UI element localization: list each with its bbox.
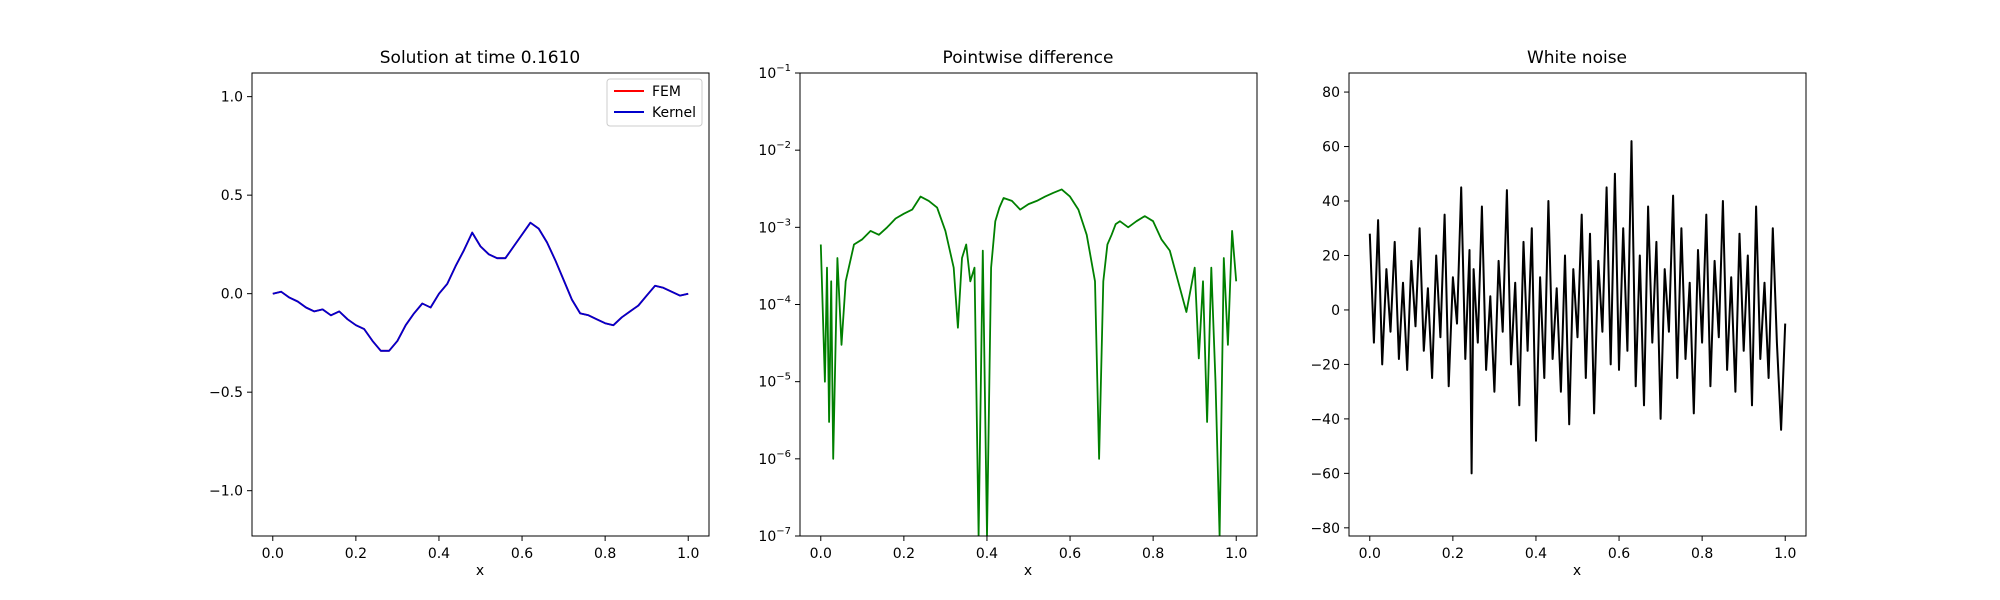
noise-xtick-label: 1.0 [1774,546,1796,562]
difference-ytick-label: 10−3 [758,217,791,236]
noise-xtick-label: 0.0 [1359,546,1381,562]
noise-ytick-label: −60 [1310,466,1340,482]
difference-xtick-label: 0.0 [810,546,832,562]
difference-ytick-base: 10 [758,529,776,545]
noise-xlabel: x [1573,563,1581,579]
difference-ytick-base: 10 [758,143,776,159]
noise-xtick-label: 0.4 [1525,546,1547,562]
difference-ytick-label: 10−4 [758,295,791,314]
solution-xtick-label: 0.8 [594,546,616,562]
solution-ytick-label: 0.0 [221,287,243,303]
noise-xtick-label: 0.8 [1691,546,1713,562]
solution-ytick-label: −0.5 [209,385,243,401]
difference-ytick-exponent: −4 [776,295,791,306]
noise-plot-area [1368,140,1787,475]
difference-ytick-base: 10 [758,220,776,236]
noise-ytick-label: 60 [1322,140,1340,156]
noise-ytick-label: 0 [1331,303,1340,319]
solution-xtick-label: 0.0 [262,546,284,562]
difference-ytick-exponent: −6 [776,449,791,460]
solution-title: Solution at time 0.1610 [380,48,580,68]
noise-ytick-label: −40 [1310,412,1340,428]
solution-xtick-label: 0.6 [511,546,533,562]
difference-ytick-exponent: −5 [776,372,791,383]
noise-ytick-label: 80 [1322,85,1340,101]
difference-xtick-label: 0.2 [893,546,915,562]
difference-ytick-label: 10−7 [758,526,791,545]
solution-ytick-label: 1.0 [221,90,243,106]
noise-xtick-label: 0.2 [1442,546,1464,562]
difference-panel: Pointwise difference x 0.0 0.2 0.4 0.6 0.8 1.… [758,48,1258,579]
solution-xlabel: x [476,563,484,579]
noise-series-line-line [1368,140,1787,475]
difference-ytick-base: 10 [758,375,776,391]
noise-ytick-label: 20 [1322,248,1340,264]
difference-ytick-exponent: −1 [776,63,791,74]
difference-ytick-exponent: −7 [776,526,791,537]
noise-title: White noise [1527,48,1627,68]
difference-xtick-label: 0.8 [1142,546,1164,562]
difference-ytick-base: 10 [758,66,776,82]
difference-xtick-label: 0.4 [976,546,998,562]
difference-ytick-base: 10 [758,298,776,314]
difference-xlabel: x [1024,563,1032,579]
noise-ytick-label: −20 [1310,357,1340,373]
solution-series-kernel-line [272,221,689,352]
solution-axes-frame [251,72,710,537]
noise-panel: White noise x 0.0 0.2 0.4 0.6 0.8 1.0 −80 −60 −4… [1310,48,1807,579]
legend-kernel-label: Kernel [652,105,696,121]
noise-ytick-label: 40 [1322,194,1340,210]
noise-ytick-label: −80 [1310,521,1340,537]
solution-ytick-label: 0.5 [221,188,243,204]
difference-plot-area [819,188,1238,536]
difference-ytick-label: 10−6 [758,449,791,468]
difference-ytick-label: 10−5 [758,372,791,391]
solution-series-fem-line [272,221,689,352]
solution-panel: Solution at time 0.1610 x FEM Kernel 0.0… [209,48,710,579]
noise-axes-frame [1348,72,1807,537]
difference-ytick-exponent: −3 [776,217,791,228]
solution-xtick-label: 0.4 [428,546,450,562]
solution-plot-area [272,221,689,352]
difference-ytick-label: 10−2 [758,140,791,159]
noise-xtick-label: 0.6 [1608,546,1630,562]
solution-xtick-label: 1.0 [677,546,699,562]
difference-series-line-line [819,188,1238,536]
solution-legend: FEM Kernel [606,78,703,127]
solution-ytick-label: −1.0 [209,484,243,500]
difference-ytick-exponent: −2 [776,140,791,151]
solution-xtick-label: 0.2 [345,546,367,562]
legend-fem-label: FEM [652,84,681,100]
difference-xtick-label: 1.0 [1225,546,1247,562]
difference-title: Pointwise difference [943,48,1114,68]
difference-xtick-label: 0.6 [1059,546,1081,562]
difference-ytick-base: 10 [758,452,776,468]
difference-ytick-label: 10−1 [758,63,791,82]
